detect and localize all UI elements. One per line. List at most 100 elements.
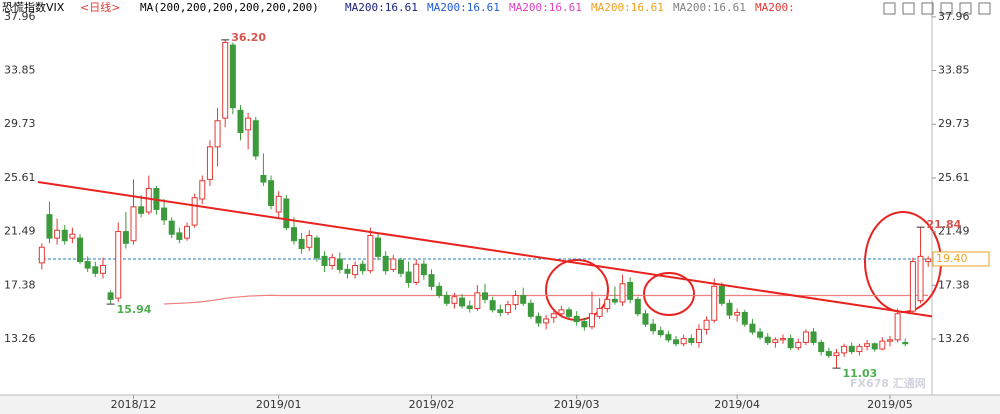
ma-label: MA200:16.61 <box>509 1 582 14</box>
candle-body <box>336 258 343 270</box>
y-tick-label-left: 25.61 <box>4 171 36 184</box>
highlight-circle <box>643 272 695 316</box>
y-tick-label-right: 17.38 <box>938 278 970 291</box>
ma-label: MA200:16.61 <box>591 1 664 14</box>
candle-body <box>818 341 825 353</box>
candle-body <box>168 220 175 235</box>
candle-body <box>359 263 366 272</box>
candle-body <box>680 338 687 345</box>
candle-body <box>695 328 702 343</box>
candle-body <box>77 237 84 263</box>
candle-body <box>245 117 252 131</box>
candle-body <box>436 285 443 296</box>
candle-body <box>443 294 450 304</box>
candle-body <box>321 255 328 266</box>
annotation-label: 15.94 <box>117 303 152 316</box>
candle-body <box>902 341 909 345</box>
candle-body <box>718 285 725 304</box>
candle-body <box>229 44 236 109</box>
candle-body <box>512 294 519 306</box>
x-tick-label: 2019/01 <box>256 398 302 411</box>
period-label: <日线> <box>80 0 120 14</box>
y-tick-label-left: 17.38 <box>4 278 36 291</box>
candle-body <box>596 308 603 317</box>
candle-body <box>825 351 832 356</box>
candle-body <box>138 206 145 214</box>
candle-body <box>290 227 297 242</box>
candle-body <box>711 285 718 321</box>
candle-body <box>237 109 244 133</box>
y-tick-label-left: 33.85 <box>4 64 36 77</box>
x-axis-strip <box>0 395 1000 414</box>
candle-body <box>352 264 359 276</box>
candle-body <box>405 271 412 283</box>
icon[interactable] <box>883 2 896 15</box>
candle-body <box>482 292 488 300</box>
candle-body <box>741 311 748 325</box>
candle-body <box>306 234 313 248</box>
candle-body <box>848 345 855 353</box>
candle-body <box>634 298 641 315</box>
candle-body <box>894 313 901 341</box>
candle-body <box>802 331 809 343</box>
candle-body <box>375 237 382 257</box>
candle-body <box>451 296 458 304</box>
x-tick-label: 2018/12 <box>111 398 157 411</box>
candle-body <box>206 146 213 180</box>
candle-body <box>459 297 466 307</box>
candle-body <box>665 334 672 341</box>
icon[interactable] <box>978 2 991 15</box>
candle-body <box>390 258 397 270</box>
icon[interactable] <box>921 2 934 15</box>
candle-body <box>871 343 878 350</box>
ma-params: MA(200,200,200,200,200,200) <box>140 1 319 14</box>
candle-body <box>566 309 573 317</box>
y-tick-label-right: 13.26 <box>938 332 970 345</box>
candle-body <box>886 339 893 342</box>
candle-body <box>69 233 76 239</box>
candle-body <box>344 268 351 274</box>
candle-body <box>191 197 198 226</box>
candle-body <box>420 263 427 276</box>
candle-body <box>313 237 320 259</box>
candle-body <box>130 206 137 242</box>
candle-body <box>268 180 275 206</box>
annotation-label: 11.03 <box>842 367 877 380</box>
candle-body <box>92 266 99 274</box>
candle-body <box>627 281 634 300</box>
icon[interactable] <box>959 2 972 15</box>
candle-body <box>214 120 221 148</box>
x-tick-label: 2019/03 <box>554 398 600 411</box>
x-tick-label: 2019/02 <box>409 398 455 411</box>
icon[interactable] <box>940 2 953 15</box>
toolbar-icons <box>883 2 991 15</box>
ma-label: MA200:16.61 <box>673 1 746 14</box>
candle-body <box>757 331 764 338</box>
candle-body <box>787 338 794 349</box>
x-tick-label: 2019/04 <box>714 398 760 411</box>
candle-body <box>925 258 932 263</box>
candle-body <box>558 309 565 315</box>
candle-body <box>329 257 336 266</box>
candle-body <box>833 352 840 356</box>
candle-body <box>573 315 580 323</box>
candle-body <box>497 309 504 313</box>
y-tick-label-left: 37.96 <box>4 10 36 23</box>
candle-body <box>199 180 206 200</box>
candle-body <box>772 339 779 343</box>
last-price-box <box>932 251 990 267</box>
candle-body <box>581 321 588 328</box>
candle-body <box>841 345 848 354</box>
icon[interactable] <box>902 2 915 15</box>
last-price-label: 19.40 <box>936 252 968 265</box>
watermark: FX678 汇通网 <box>850 377 926 390</box>
y-tick-label-right: 33.85 <box>938 64 970 77</box>
candle-body <box>917 255 924 302</box>
candle-body <box>909 261 916 312</box>
candle-body <box>99 264 106 274</box>
candle-body <box>550 313 557 319</box>
candle-body <box>107 292 114 300</box>
candle-body <box>543 318 550 324</box>
